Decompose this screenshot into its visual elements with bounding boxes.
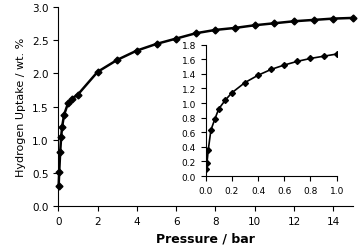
Y-axis label: Hydrogen Uptake / wt. %: Hydrogen Uptake / wt. % <box>16 38 26 176</box>
X-axis label: Pressure / bar: Pressure / bar <box>156 232 255 245</box>
